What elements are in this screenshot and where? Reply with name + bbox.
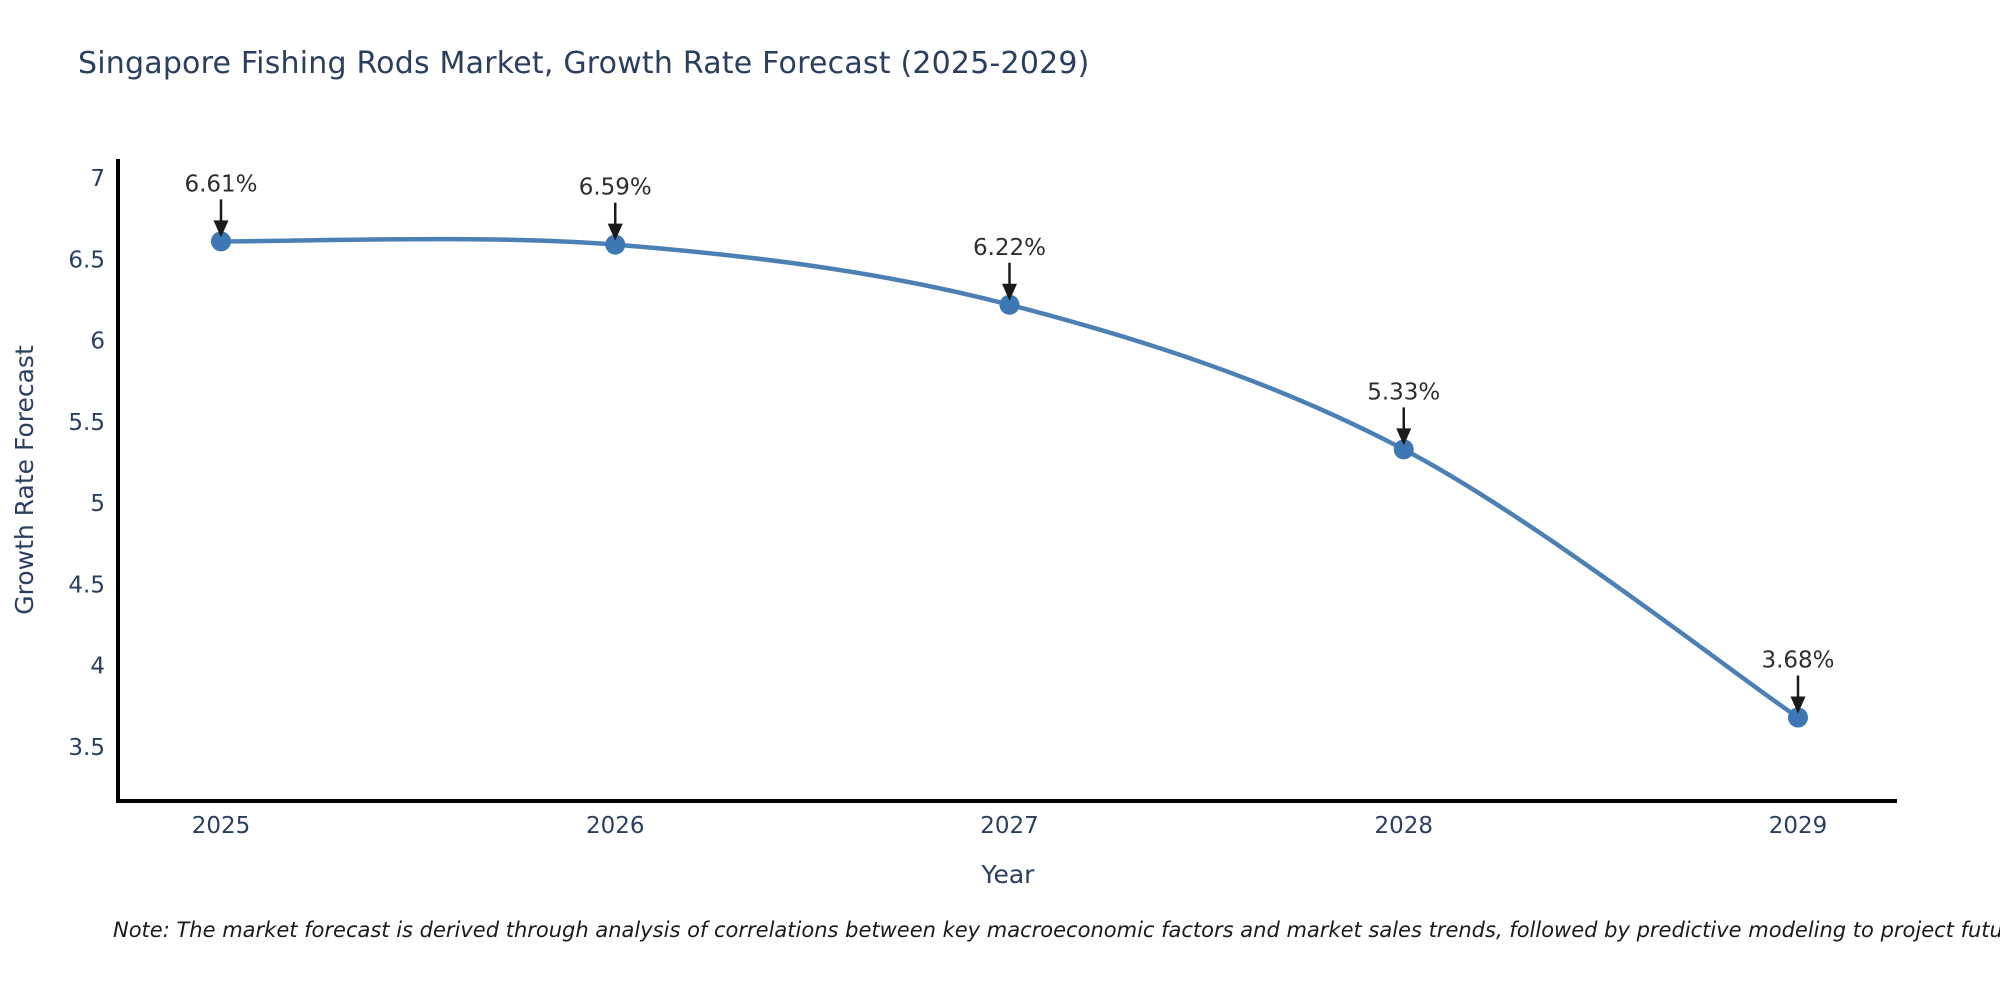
- y-axis-title: Growth Rate Forecast: [10, 345, 39, 615]
- annotation-arrowhead: [607, 223, 623, 241]
- y-tick-label: 4: [90, 654, 105, 680]
- y-tick-label: 5.5: [68, 410, 105, 436]
- annotation-arrowhead: [1002, 283, 1017, 301]
- data-point-marker: [1393, 439, 1414, 460]
- chart-title: Singapore Fishing Rods Market, Growth Ra…: [78, 46, 1090, 81]
- x-tick-label: 2026: [586, 813, 645, 839]
- data-point-marker: [999, 294, 1020, 315]
- x-axis-title: Year: [981, 860, 1035, 889]
- annotation-arrowhead: [1790, 696, 1806, 714]
- annotation-arrowhead: [1396, 428, 1412, 446]
- y-tick-label: 6.5: [68, 247, 105, 273]
- data-point-marker: [1788, 707, 1808, 728]
- x-tick-label: 2025: [192, 813, 251, 839]
- point-annotation-label: 5.33%: [1367, 379, 1440, 405]
- point-annotation-label: 3.68%: [1761, 648, 1834, 674]
- point-annotation-label: 6.61%: [184, 171, 257, 197]
- data-point-marker: [211, 231, 231, 252]
- y-tick-label: 3.5: [68, 735, 105, 761]
- annotation-arrowhead: [213, 220, 229, 238]
- chart-footnote: Note: The market forecast is derived thr…: [113, 918, 2000, 942]
- y-tick-label: 5: [90, 491, 105, 517]
- point-annotation-label: 6.59%: [579, 175, 652, 201]
- point-annotation-label: 6.22%: [973, 235, 1046, 261]
- x-tick-label: 2029: [1769, 813, 1828, 839]
- y-tick-label: 7: [90, 166, 105, 192]
- y-tick-label: 4.5: [68, 572, 105, 598]
- x-tick-label: 2027: [980, 813, 1039, 839]
- y-tick-label: 6: [90, 329, 105, 355]
- x-tick-label: 2028: [1374, 813, 1433, 839]
- data-point-marker: [605, 234, 626, 255]
